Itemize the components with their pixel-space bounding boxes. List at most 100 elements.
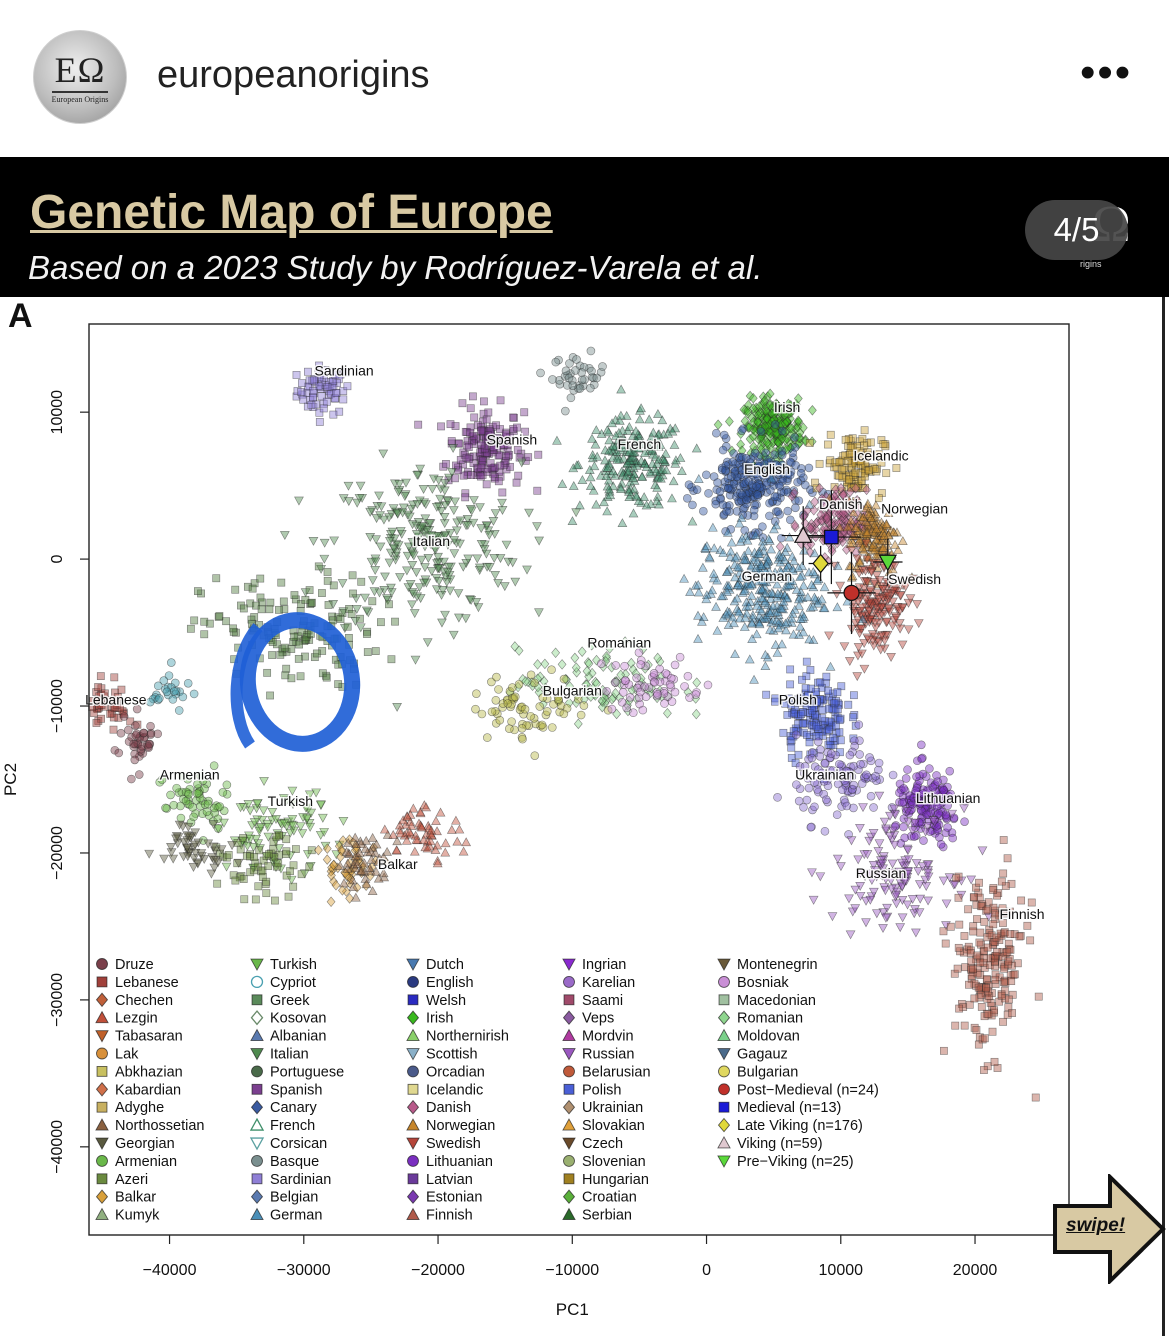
data-point [604,445,614,455]
data-point [289,861,298,870]
legend-marker [250,1099,264,1115]
data-point [290,591,299,599]
data-point [323,568,332,576]
data-point [892,464,901,472]
data-point [461,837,472,847]
data-point [206,869,217,879]
legend-label: Scottish [426,1047,478,1063]
data-point [786,423,795,434]
data-point [831,458,840,467]
data-point [691,690,701,699]
data-point [762,437,772,449]
data-point [266,598,275,607]
data-point [466,428,475,437]
data-point [765,388,775,400]
data-point [460,614,471,624]
data-point [621,471,632,481]
more-options-icon[interactable]: ••• [1080,48,1133,97]
data-point [969,965,977,974]
data-point [765,498,774,508]
data-point [345,633,353,642]
data-point [360,593,370,603]
data-point [330,394,339,403]
data-point [1023,921,1032,930]
population-label: Danish [819,496,863,512]
data-point [491,695,501,705]
data-point [891,899,902,909]
account-username[interactable]: europeanorigins [157,54,430,96]
data-point [239,875,248,883]
data-point [439,486,450,496]
legend-marker [95,1030,109,1043]
data-point [407,537,418,547]
data-point [652,408,663,418]
data-point [205,619,214,628]
data-point [618,453,629,463]
data-point [402,566,412,576]
data-point [280,605,289,614]
data-point [213,879,222,888]
legend-marker [406,1118,420,1131]
post-image[interactable]: Genetic Map of Europe Based on a 2023 St… [0,157,1169,1336]
data-point [450,497,460,507]
ancient-sample-point [824,529,839,545]
data-point [709,543,720,553]
legend-label: Icelandic [426,1082,483,1098]
data-point [510,577,521,587]
data-point [620,676,630,685]
data-point [435,807,446,817]
data-point [780,426,790,438]
data-point [503,557,514,567]
data-point [794,432,804,444]
data-point [577,646,587,657]
data-point [134,770,144,779]
swipe-next-button[interactable]: swipe! [1052,1172,1166,1286]
data-point [844,894,854,904]
population-label: Lebanese [85,692,147,708]
data-point [866,467,875,476]
data-point [663,428,674,438]
data-point [822,672,831,681]
data-point [375,511,385,521]
data-point [508,683,517,692]
data-point [743,422,753,433]
data-point [351,605,362,614]
data-point [761,448,770,458]
data-point [743,408,753,419]
data-point [852,672,863,682]
data-point [603,475,614,485]
data-point [955,1004,964,1013]
data-point [1031,1093,1040,1102]
data-point [428,474,439,484]
data-point [526,670,536,680]
population-label: English [744,461,790,477]
data-point [442,460,450,468]
data-point [668,476,679,486]
data-point [484,408,493,417]
data-point [483,733,492,742]
data-point [465,453,474,461]
data-point [802,795,812,805]
data-point [489,529,500,539]
data-point [639,447,650,457]
data-point [472,689,481,698]
data-point [448,444,459,453]
data-point [782,416,792,427]
account-avatar[interactable]: EΩ European Origins [33,30,127,124]
data-point [463,437,472,445]
data-point [532,522,542,532]
data-point [478,458,486,467]
data-point [441,578,452,588]
data-point [854,629,865,638]
data-point [429,544,440,554]
data-point [729,464,738,473]
data-point [1027,898,1036,907]
data-point [797,710,806,719]
data-point [462,453,471,462]
data-point [319,554,330,564]
banner-title: Genetic Map of Europe [30,186,553,239]
legend-marker [407,1083,419,1095]
data-point [294,654,303,663]
data-point [296,672,305,681]
data-point [343,382,352,391]
